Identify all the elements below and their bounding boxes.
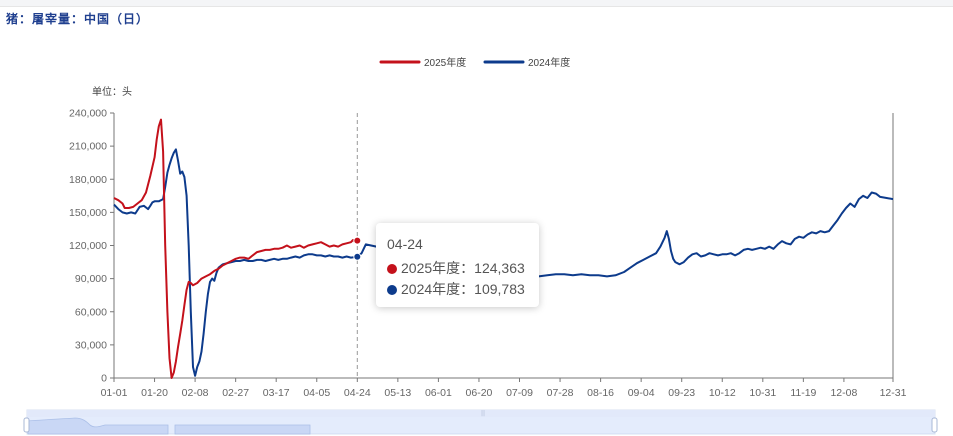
x-tick-label: 01-20 — [141, 387, 168, 399]
x-tick-label: 01-01 — [101, 387, 128, 399]
x-tick-label: 11-19 — [790, 387, 816, 399]
slider-selected-window[interactable] — [27, 417, 935, 434]
browser-top-strip — [0, 0, 953, 7]
slider-grip-icon[interactable]: || — [481, 410, 485, 417]
y-tick-label: 60,000 — [75, 306, 107, 318]
red-dot-icon — [387, 264, 397, 274]
y-axis: 0 30,000 60,000 90,000 120,000 150,000 180,000… — [69, 108, 894, 385]
x-tick-label: 05-13 — [384, 387, 411, 399]
x-tick-label: 12-31 — [880, 387, 907, 399]
slider-preview-area — [27, 417, 169, 435]
tooltip-row-2025: 2025年度：124,363 — [387, 258, 525, 278]
series-line-2025年度 — [113, 118, 358, 379]
x-tick-label: 02-27 — [222, 387, 249, 399]
legend-label-2024[interactable]: 2024年度 — [528, 56, 570, 69]
x-tick-label: 06-01 — [425, 387, 452, 399]
x-tick-label: 09-23 — [668, 387, 695, 399]
y-tick-label: 120,000 — [69, 240, 107, 252]
x-tick-label: 07-28 — [547, 387, 574, 399]
legend-label-2025[interactable]: 2025年度 — [424, 56, 466, 69]
data-zoom-slider[interactable]: || — [23, 409, 938, 435]
y-tick-label: 180,000 — [69, 174, 107, 186]
y-tick-label: 210,000 — [69, 141, 107, 153]
tooltip-label-2025: 2025年度： — [401, 260, 475, 276]
x-tick-label: 10-31 — [749, 387, 776, 399]
y-tick-label: 0 — [101, 373, 107, 385]
x-tick-label: 10-12 — [709, 387, 736, 399]
x-tick-label: 08-16 — [587, 387, 614, 399]
hover-point-2025年度[interactable] — [353, 236, 362, 245]
slider-top-band — [27, 410, 935, 417]
x-tick-label: 09-04 — [628, 387, 655, 399]
slider-right-handle[interactable] — [931, 417, 938, 433]
blue-dot-icon — [387, 285, 397, 295]
tooltip-date: 04-24 — [387, 236, 423, 252]
tooltip-label-2024: 2024年度： — [401, 281, 475, 297]
unit-label: 单位：头 — [92, 87, 132, 98]
x-tick-label: 06-20 — [466, 387, 493, 399]
y-tick-label: 240,000 — [69, 108, 107, 120]
x-tick-label: 12-08 — [830, 387, 857, 399]
x-tick-label: 03-17 — [263, 387, 290, 399]
tooltip-value-2024: 109,783 — [474, 281, 525, 297]
slider-preview-area-2 — [174, 424, 311, 435]
x-axis: 01-01 01-20 02-08 02-27 03-17 04-05 04-24 05-13… — [101, 377, 907, 399]
y-tick-label: 90,000 — [75, 273, 107, 285]
page-title: 猪：屠宰量：中国（日） — [6, 12, 150, 26]
tooltip-row-2024: 2024年度：109,783 — [387, 279, 525, 299]
x-tick-label: 04-24 — [344, 387, 371, 399]
y-tick-label: 30,000 — [75, 339, 107, 351]
chart-tooltip: 04-24 2025年度：124,363 2024年度：109,783 — [376, 223, 539, 307]
tooltip-value-2025: 124,363 — [474, 260, 525, 276]
y-tick-label: 150,000 — [69, 207, 107, 219]
hover-point-2024年度[interactable] — [353, 252, 362, 261]
slider-left-handle[interactable] — [23, 417, 30, 433]
x-tick-label: 04-05 — [303, 387, 330, 399]
x-tick-label: 02-08 — [182, 387, 209, 399]
x-tick-label: 07-09 — [506, 387, 533, 399]
chart-legend[interactable]: 2025年度 2024年度 — [379, 56, 570, 69]
